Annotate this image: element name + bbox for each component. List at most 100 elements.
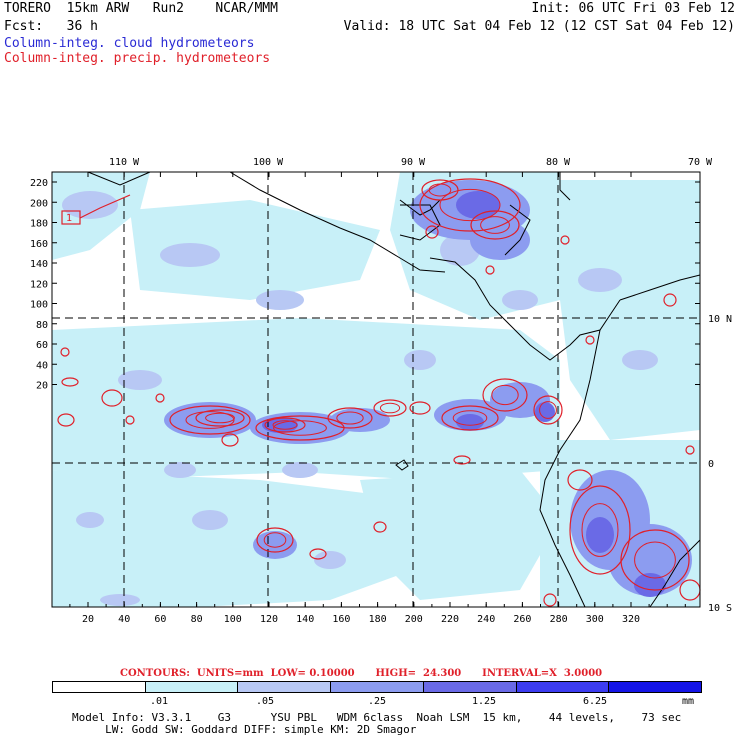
colorbar-label-1: .05 (256, 696, 275, 707)
x-tick-label: 80 (191, 614, 203, 625)
precip-contour (452, 410, 488, 426)
precip-contour (585, 335, 595, 345)
x-tick-label: 140 (296, 614, 314, 625)
precip-contour (480, 216, 510, 234)
y-tick-label: 180 (30, 219, 48, 230)
longitude-label: 70 W (688, 157, 713, 168)
precip-contour (185, 411, 235, 429)
shade-medium (100, 594, 140, 606)
precip-contour (101, 389, 123, 407)
precip-contour (620, 529, 690, 591)
lat-lon-grid (52, 172, 700, 607)
precip-contour (663, 293, 677, 307)
x-tick-label: 20 (82, 614, 94, 625)
longitude-label: 80 W (546, 157, 571, 168)
shade-medium (62, 191, 118, 219)
shade-core (456, 414, 484, 430)
precip-contour (61, 377, 79, 387)
shade-strong (253, 531, 297, 559)
precip-contour (425, 225, 439, 239)
longitude-label: 100 W (253, 157, 284, 168)
precip-contour (567, 469, 593, 491)
precip-contour (453, 455, 471, 465)
precip-contour (373, 521, 387, 533)
x-tick-label: 240 (477, 614, 495, 625)
x-tick-label: 320 (622, 614, 640, 625)
precip-contour (57, 413, 75, 427)
precip-contour (373, 399, 407, 417)
shade-medium (578, 268, 622, 292)
field-precip-label: Column-integ. precip. hydrometeors (4, 51, 271, 66)
forecast-hour: Fcst: 36 h (4, 19, 98, 34)
precip-contour (263, 532, 287, 548)
shade-medium (404, 350, 436, 370)
x-tick-label: 100 (224, 614, 242, 625)
shade-medium (160, 243, 220, 267)
coastline (504, 204, 531, 256)
y-tick-label: 160 (30, 239, 48, 250)
longitude-label: 90 W (401, 157, 426, 168)
colorbar-swatch (145, 682, 239, 692)
shade-medium (502, 290, 538, 310)
y-tick-label: 100 (30, 300, 48, 311)
x-tick-label: 280 (550, 614, 568, 625)
precip-contour (533, 395, 563, 425)
model-info-line1: Model Info: V3.3.1 G3 YSU PBL WDM 6class… (72, 711, 682, 724)
precip-contour (441, 405, 499, 431)
y-tick-label: 20 (36, 381, 48, 392)
coastline (649, 539, 701, 608)
colorbar-label-4: 6.25 (583, 696, 608, 707)
y-tick-label: 80 (36, 320, 48, 331)
precip-contour (428, 183, 452, 197)
x-tick-label: 260 (513, 614, 531, 625)
y-tick-label: 140 (30, 259, 48, 270)
precip-contour (309, 548, 327, 560)
precip-contour (543, 593, 557, 607)
shade-medium (314, 551, 346, 569)
init-time: Init: 06 UTC Fri 03 Feb 12 (531, 1, 736, 16)
coastline (395, 459, 409, 471)
shade-medium (622, 350, 658, 370)
colorbar-swatch (331, 682, 424, 692)
coastline (429, 257, 621, 361)
colorbar-swatch (53, 682, 146, 692)
colorbar-label-0: .01 (150, 696, 169, 707)
precip-contour (256, 527, 294, 553)
x-tick-label: 40 (118, 614, 130, 625)
y-tick-label: 40 (36, 360, 48, 371)
precip-contour (409, 401, 431, 415)
precip-contour (482, 378, 528, 412)
colorbar-units: mm (682, 696, 695, 707)
x-tick-label: 300 (586, 614, 604, 625)
precip-contour (634, 541, 676, 579)
shade-strong (330, 408, 390, 432)
precip-contour (155, 393, 165, 403)
precip-contour (272, 420, 298, 430)
domain-box-label: 1 (66, 213, 72, 224)
precip-contour (491, 384, 519, 406)
precip-contour (421, 179, 459, 201)
precip-contour (379, 402, 401, 414)
precip-contour (560, 235, 570, 245)
y-tick-label: 200 (30, 198, 48, 209)
x-tick-label: 180 (369, 614, 387, 625)
latitude-label: 0 (708, 459, 714, 470)
x-tick-label: 200 (405, 614, 423, 625)
shade-medium (192, 510, 228, 530)
precip-contour (419, 178, 521, 232)
valid-time: Valid: 18 UTC Sat 04 Feb 12 (12 CST Sat … (343, 19, 735, 34)
precip-contour (205, 412, 235, 424)
latitude-label: 10 N (708, 314, 732, 325)
x-tick-label: 160 (332, 614, 350, 625)
shade-medium (118, 370, 162, 390)
precip-contour (539, 401, 557, 419)
precip-contour (195, 409, 245, 427)
model-info-line2: LW: Godd SW: Goddard DIFF: simple KM: 2D… (72, 723, 417, 736)
shade-strong (490, 382, 550, 418)
colorbar-swatch (609, 682, 702, 692)
hydrometeor-shading (52, 172, 700, 607)
x-tick-label: 220 (441, 614, 459, 625)
precip-contour (221, 433, 239, 447)
domain-box (61, 210, 81, 225)
